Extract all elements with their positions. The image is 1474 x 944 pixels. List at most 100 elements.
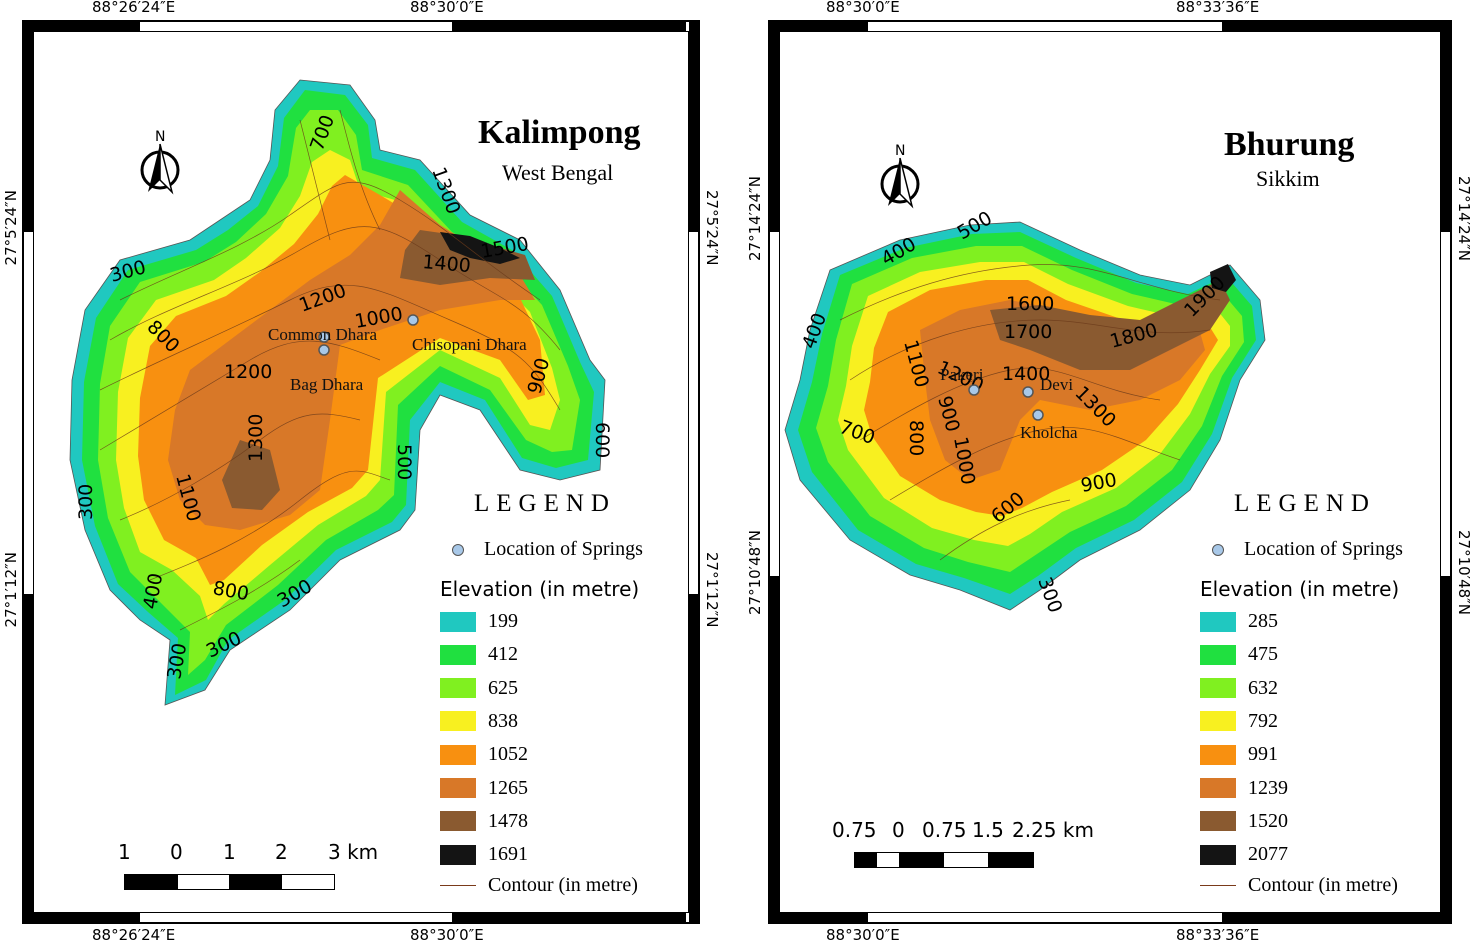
elevation-swatch	[1200, 678, 1236, 699]
contour-label: 600	[591, 422, 613, 458]
elevation-swatch	[1200, 644, 1236, 665]
elevation-value-label: 1052	[488, 743, 528, 766]
elevation-value-label: 2077	[1248, 843, 1288, 866]
legend-elevation-entry: 1691	[440, 843, 528, 866]
elevation-value-label: 199	[488, 610, 518, 632]
legend-elevation-entry: 412	[440, 643, 518, 666]
elevation-value-label: 632	[1248, 676, 1278, 699]
coord-top-1: 88°26′24″E	[92, 0, 176, 16]
spring-label: Chisopani Dhara	[412, 335, 527, 354]
map-subtitle: West Bengal	[502, 160, 614, 185]
elevation-swatch	[440, 844, 476, 865]
contour-label: 500	[393, 444, 415, 480]
elevation-swatch	[440, 811, 476, 832]
bhurung-map-panel: 88°30′0″E 88°33′36″E 88°30′0″E 88°33′36″…	[740, 0, 1474, 944]
legend-elevation-entry: 2077	[1200, 843, 1288, 866]
legend-elevation-entry: 1239	[1200, 777, 1288, 800]
north-arrow-icon: N	[140, 129, 180, 195]
coord-right-2: 27°10′48″N	[1455, 530, 1473, 615]
coord-right-1: 27°14′24″N	[1455, 176, 1473, 261]
elevation-value-label: 412	[488, 643, 518, 666]
legend-elevation-entry: 625	[440, 677, 518, 700]
scale-bar	[124, 874, 335, 890]
elevation-swatch	[440, 744, 476, 765]
contour-label: 800	[905, 420, 927, 456]
coord-top-2: 88°33′36″E	[1176, 0, 1260, 16]
elevation-value-label: 792	[1248, 709, 1278, 732]
scale-tick-label: 0.75	[922, 818, 967, 842]
frame-bar	[1441, 576, 1452, 924]
frame-bar	[689, 20, 700, 232]
spring-marker	[1032, 409, 1044, 421]
elevation-swatch	[1200, 811, 1236, 832]
elevation-swatch	[1200, 778, 1236, 798]
coord-right-2: 27°1′12″N	[703, 552, 721, 628]
legend-elevation-entry: 199	[440, 610, 518, 633]
legend-elevation-title: Elevation (in metre)	[440, 577, 640, 601]
scale-tick-label: 0	[892, 818, 905, 842]
map-title: Kalimpong	[478, 114, 641, 151]
frame-bar	[768, 576, 779, 924]
frame-bar	[1222, 20, 1442, 31]
map-subtitle: Sikkim	[1256, 166, 1320, 191]
spring-symbol-icon	[1212, 543, 1224, 556]
scale-tick-label: 3 km	[328, 840, 379, 864]
elevation-value-label: 1520	[1248, 809, 1288, 832]
frame-bar	[22, 20, 33, 232]
elevation-swatch	[440, 611, 476, 632]
elevation-value-label: 1265	[488, 776, 528, 799]
legend-elevation-entry: 1052	[440, 743, 528, 766]
frame-bar	[22, 20, 140, 31]
bhurung-elevation-map: 500 400 1600 1900 1700 1800 400 1100 120…	[784, 207, 1266, 616]
north-label: N	[155, 129, 165, 145]
frame-bar	[689, 594, 700, 924]
contour-label: 300	[75, 484, 97, 520]
contour-label: 1600	[1006, 293, 1054, 315]
coord-bottom-1: 88°30′0″E	[826, 926, 900, 944]
legend-contour-entry: Contour (in metre)	[1200, 874, 1398, 897]
frame-bar	[22, 594, 33, 924]
kalimpong-elevation-map: 700 1300 1500 1400 300 1200 1000 800 120…	[69, 79, 613, 706]
spring-marker	[968, 384, 980, 396]
legend-contour-label: Contour (in metre)	[488, 874, 638, 896]
contour-label: 1400	[422, 251, 472, 277]
spring-label: Pakeri	[940, 365, 984, 384]
legend-title: LEGEND	[474, 490, 616, 517]
elevation-swatch	[440, 711, 476, 732]
contour-label: 1300	[245, 414, 267, 462]
elevation-value-label: 1691	[488, 843, 528, 866]
legend-elevation-entry: 792	[1200, 710, 1278, 733]
elevation-swatch	[1200, 611, 1236, 632]
frame-bar	[768, 20, 868, 31]
scale-tick-label: 0.75	[832, 818, 877, 842]
spring-label: Bag Dhara	[290, 375, 364, 394]
legend-spring-entry: Location of Springs	[452, 538, 643, 561]
contour-label: 1400	[1002, 363, 1050, 385]
legend-elevation-entry: 632	[1200, 677, 1278, 700]
elevation-value-label: 625	[488, 676, 518, 699]
scale-tick-label: 0	[170, 840, 183, 864]
elevation-swatch	[440, 678, 476, 699]
contour-lines	[99, 109, 561, 631]
elevation-value-label: 285	[1248, 610, 1278, 632]
legend-elevation-entry: 1265	[440, 777, 528, 800]
coord-top-1: 88°30′0″E	[826, 0, 900, 16]
contour-label: 300	[1033, 574, 1066, 616]
scale-tick-label: 1.5	[972, 818, 1004, 842]
scale-bar	[854, 852, 1034, 868]
legend-elevation-title: Elevation (in metre)	[1200, 577, 1400, 601]
spring-label: Kholcha	[1020, 423, 1078, 442]
legend-elevation-entry: 285	[1200, 610, 1278, 633]
elevation-zone	[222, 440, 280, 510]
elevation-value-label: 991	[1248, 743, 1278, 766]
contour-label: 1200	[224, 361, 272, 383]
elevation-swatch	[440, 644, 476, 665]
scale-tick-label: 1	[223, 840, 236, 864]
elevation-zone	[990, 280, 1230, 370]
elevation-zone	[400, 230, 535, 285]
legend-elevation-entry: 475	[1200, 643, 1278, 666]
legend-elevation-entry: 838	[440, 710, 518, 733]
legend-contour-entry: Contour (in metre)	[440, 874, 638, 897]
spring-markers: Common Dhara Chisopani Dhara Bag Dhara	[268, 314, 527, 394]
coord-bottom-1: 88°26′24″E	[92, 926, 176, 944]
